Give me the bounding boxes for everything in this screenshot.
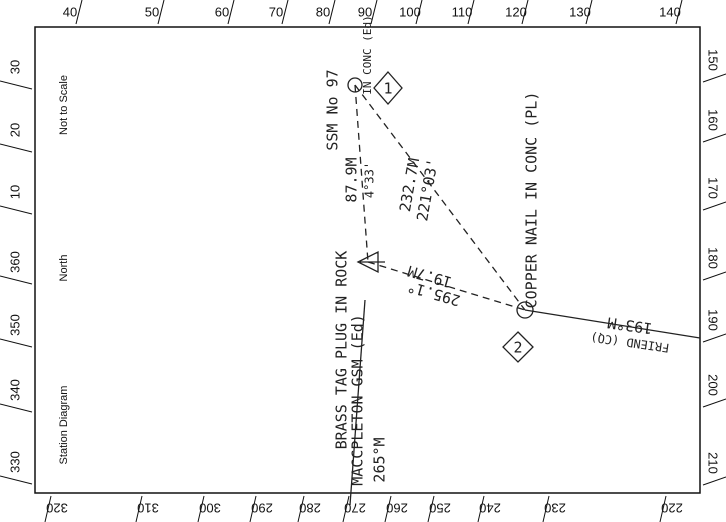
bearing-label: 150 bbox=[706, 49, 721, 71]
bearing-tick bbox=[521, 0, 529, 25]
bearing-tick bbox=[328, 0, 336, 25]
bearing-tick bbox=[702, 333, 726, 343]
bearing-label: 170 bbox=[706, 177, 721, 199]
bearing-tick bbox=[702, 398, 726, 408]
bearing-label: 260 bbox=[386, 501, 408, 516]
reference-bearing: 265°M bbox=[371, 437, 389, 482]
reference-mark: MACCPLETON GSM (Ed) bbox=[349, 314, 367, 486]
bearing-label: 280 bbox=[299, 501, 321, 516]
station-mark bbox=[347, 77, 363, 93]
leg-line bbox=[367, 261, 526, 311]
bearing-tick bbox=[227, 0, 235, 25]
bearing-label: 120 bbox=[505, 4, 527, 19]
bearing-tick bbox=[281, 0, 289, 25]
bearing-tick bbox=[370, 0, 378, 25]
bearing-label: 220 bbox=[661, 501, 683, 516]
station-diamond bbox=[373, 71, 403, 105]
bearing-tick bbox=[75, 0, 83, 25]
bearing-tick bbox=[0, 475, 33, 485]
bearing-tick bbox=[659, 495, 667, 522]
station-name: SSM No 97 bbox=[324, 69, 342, 150]
bearing-label: 30 bbox=[7, 60, 22, 74]
bearing-label: 40 bbox=[63, 4, 77, 19]
bearing-label: 110 bbox=[452, 4, 473, 19]
north-label: North bbox=[58, 255, 70, 282]
bearing-tick bbox=[0, 403, 33, 413]
bearing-label: 70 bbox=[269, 4, 283, 19]
leg-distance: 87.9M bbox=[343, 157, 361, 202]
bearing-tick bbox=[135, 495, 143, 522]
bearing-tick bbox=[702, 476, 726, 486]
bearing-label: 250 bbox=[429, 501, 451, 516]
bearing-tick bbox=[0, 205, 33, 215]
station-name: COPPER NAIL IN CONC (PL) bbox=[523, 92, 541, 309]
bearing-label: 320 bbox=[46, 501, 68, 516]
bearing-tick bbox=[44, 495, 52, 522]
station-note: IN CONC (Ed) bbox=[361, 15, 374, 94]
bearing-label: 210 bbox=[706, 452, 721, 474]
bearing-tick bbox=[477, 495, 485, 522]
bearing-label: 90 bbox=[358, 4, 372, 19]
bearing-tick bbox=[249, 495, 257, 522]
scale-note: Not to Scale bbox=[58, 75, 70, 135]
bearing-label: 20 bbox=[7, 123, 22, 137]
bearing-tick bbox=[342, 495, 350, 522]
station-number: 2 bbox=[513, 339, 522, 357]
bearing-tick bbox=[197, 495, 205, 522]
leg-line bbox=[354, 84, 369, 263]
bearing-tick bbox=[297, 495, 305, 522]
bearing-tick bbox=[467, 0, 475, 25]
bearing-label: 350 bbox=[7, 314, 22, 336]
bearing-tick bbox=[702, 271, 726, 281]
bearing-tick bbox=[157, 0, 165, 25]
bearing-label: 10 bbox=[7, 185, 22, 199]
bearing-label: 60 bbox=[215, 4, 229, 19]
bearing-tick bbox=[0, 80, 33, 90]
bearing-tick bbox=[415, 0, 423, 25]
bearing-tick bbox=[702, 133, 726, 143]
bearing-label: 50 bbox=[145, 4, 159, 19]
bearing-label: 360 bbox=[7, 251, 22, 273]
bearing-label: 100 bbox=[399, 4, 421, 19]
diagram-title: Station Diagram bbox=[58, 386, 70, 465]
bearing-label: 180 bbox=[706, 247, 721, 269]
bearing-label: 290 bbox=[251, 501, 273, 516]
bearing-tick bbox=[427, 495, 435, 522]
bearing-tick bbox=[384, 495, 392, 522]
underline bbox=[349, 299, 366, 506]
reference-name: BRASS TAG PLUG IN ROCK bbox=[333, 251, 351, 450]
bearing-tick bbox=[0, 143, 33, 153]
bearing-label: 300 bbox=[199, 501, 221, 516]
bearing-tick bbox=[585, 0, 593, 25]
bearing-label: 130 bbox=[569, 4, 591, 19]
bearing-tick bbox=[675, 0, 683, 25]
bearing-tick bbox=[542, 495, 550, 522]
station-number: 1 bbox=[383, 80, 392, 98]
bearing-label: 190 bbox=[706, 309, 721, 331]
bearing-tick bbox=[702, 73, 726, 83]
reference-triangle bbox=[356, 250, 385, 274]
survey-lines bbox=[347, 71, 701, 506]
bearing-tick bbox=[0, 275, 33, 285]
station-diamond bbox=[502, 331, 534, 363]
bearing-label: 340 bbox=[7, 379, 22, 401]
leg-line bbox=[524, 309, 701, 339]
bearing-label: 80 bbox=[316, 4, 330, 19]
bearing-label: 270 bbox=[344, 501, 366, 516]
bearing-label: 200 bbox=[706, 374, 721, 396]
bearing-label: 330 bbox=[7, 451, 22, 473]
bearing-label: 310 bbox=[137, 501, 159, 516]
bearing-tick bbox=[702, 201, 726, 211]
station-mark bbox=[516, 301, 534, 319]
bearing-label: 140 bbox=[659, 4, 681, 19]
bearing-label: 240 bbox=[479, 501, 501, 516]
inner-frame bbox=[34, 26, 701, 494]
bearing-label: 230 bbox=[544, 501, 566, 516]
bearing-label: 160 bbox=[706, 109, 721, 131]
leg-bearing: 4°33' bbox=[363, 162, 377, 198]
bearing-tick bbox=[0, 338, 33, 348]
